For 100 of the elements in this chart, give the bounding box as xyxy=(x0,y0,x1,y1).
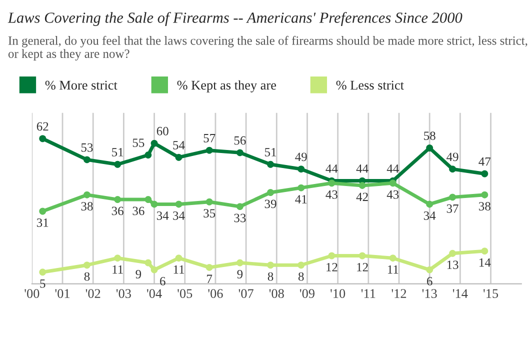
point xyxy=(114,254,122,262)
point xyxy=(84,156,90,164)
point xyxy=(298,166,305,173)
point xyxy=(267,160,274,168)
point xyxy=(150,200,158,208)
data-label: 47 xyxy=(478,157,491,166)
data-label: 38 xyxy=(81,202,93,210)
data-label: 8 xyxy=(84,272,90,281)
data-label: 9 xyxy=(136,270,142,278)
data-label: 11 xyxy=(388,265,398,274)
data-label: 53 xyxy=(81,143,93,152)
x-tick-label: '11 xyxy=(361,289,376,298)
point xyxy=(449,166,456,173)
x-tick-label: '01 xyxy=(55,289,70,298)
point xyxy=(144,196,152,204)
point xyxy=(206,264,213,271)
data-label: 41 xyxy=(295,195,307,204)
data-label: 6 xyxy=(427,277,432,286)
point xyxy=(298,184,305,192)
point xyxy=(449,250,456,257)
point xyxy=(114,196,122,204)
point xyxy=(236,259,244,266)
legend-label: % Kept as they are xyxy=(177,80,276,92)
data-label: 7 xyxy=(207,274,212,283)
x-tick-label: '10 xyxy=(330,289,346,298)
data-label: 38 xyxy=(479,202,490,210)
point xyxy=(114,160,122,168)
data-label: 43 xyxy=(386,190,399,199)
point xyxy=(236,203,244,210)
data-label: 37 xyxy=(446,204,458,213)
point xyxy=(84,191,90,198)
data-label: 31 xyxy=(36,218,48,227)
data-label: 44 xyxy=(386,164,399,173)
point xyxy=(481,170,488,178)
data-label: 14 xyxy=(480,258,491,267)
point xyxy=(175,254,182,262)
point xyxy=(358,182,366,189)
point xyxy=(236,149,244,156)
data-label: 5 xyxy=(40,279,46,288)
chart-subtitle: In general, do you feel that the laws covering the sale of firearms should be made more strict, less strict, or kept as they are now? xyxy=(8,36,528,61)
data-label: 39 xyxy=(264,200,276,208)
data-label: 36 xyxy=(112,206,124,216)
data-label: 54 xyxy=(173,141,185,150)
point xyxy=(449,194,456,201)
x-tick-label: '03 xyxy=(116,289,131,298)
point xyxy=(39,208,46,215)
data-label: 34 xyxy=(424,211,436,220)
x-tick-label: '00 xyxy=(24,289,40,298)
point xyxy=(267,189,274,196)
data-label: 9 xyxy=(237,270,243,278)
data-label: 34 xyxy=(173,211,185,220)
data-label: 33 xyxy=(234,214,246,222)
data-label: 11 xyxy=(112,265,123,274)
data-label: 58 xyxy=(424,132,436,140)
data-label: 42 xyxy=(356,192,368,201)
point xyxy=(267,262,274,269)
x-tick-label: '02 xyxy=(86,289,100,298)
data-label: 6 xyxy=(160,277,166,286)
point xyxy=(426,144,434,152)
point xyxy=(358,252,366,260)
point xyxy=(481,248,488,255)
point xyxy=(39,268,46,276)
data-label: 8 xyxy=(298,272,304,281)
point xyxy=(150,266,158,274)
data-label: 11 xyxy=(174,265,184,274)
chart-title: Laws Covering the Sale of Firearms -- Americans' Preferences Since 2000 xyxy=(8,12,462,26)
x-tick-label: '05 xyxy=(178,289,192,298)
point xyxy=(175,200,182,208)
data-label: 36 xyxy=(132,206,144,216)
legend-label: % More strict xyxy=(45,80,118,90)
data-label: 60 xyxy=(156,126,168,136)
data-label: 44 xyxy=(326,164,338,173)
point xyxy=(298,262,305,269)
x-tick-label: '12 xyxy=(392,289,406,298)
data-label: 51 xyxy=(265,148,276,156)
point xyxy=(150,140,158,147)
x-tick-label: '13 xyxy=(422,289,437,298)
data-label: 44 xyxy=(356,164,368,173)
point xyxy=(206,198,213,206)
legend-label: % Less strict xyxy=(336,80,404,90)
data-label: 12 xyxy=(326,262,338,272)
x-tick-label: '07 xyxy=(238,289,254,298)
data-label: 57 xyxy=(204,134,216,142)
x-tick-label: '15 xyxy=(484,289,498,298)
data-label: 8 xyxy=(268,272,274,281)
data-label: 49 xyxy=(446,152,458,162)
point xyxy=(389,254,396,262)
point xyxy=(84,262,90,269)
data-label: 56 xyxy=(234,136,246,145)
point xyxy=(426,200,434,208)
x-tick-label: '06 xyxy=(208,289,223,298)
x-tick-label: '08 xyxy=(269,289,284,298)
point xyxy=(481,191,488,198)
data-label: 43 xyxy=(326,190,338,199)
data-label: 49 xyxy=(295,152,307,162)
point xyxy=(328,180,336,187)
point xyxy=(328,252,336,260)
data-label: 55 xyxy=(132,138,144,148)
point xyxy=(206,146,213,154)
point xyxy=(389,180,396,187)
